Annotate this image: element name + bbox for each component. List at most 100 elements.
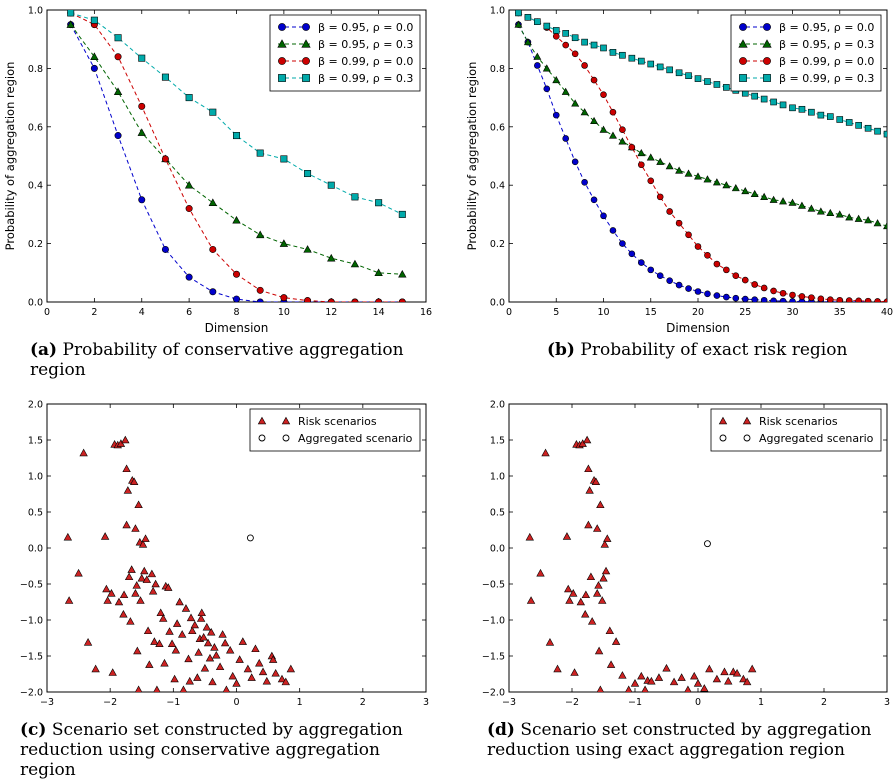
chart-b-series-3-point: [817, 111, 825, 119]
chart-c-series-0-point: [122, 464, 131, 473]
chart-b-series-2-point: [713, 260, 721, 268]
chart-d-series-0-point: [596, 500, 605, 509]
chart-c-series-0-point: [141, 534, 150, 542]
chart-c-series-0-point: [151, 579, 160, 588]
chart-b-series-0-point: [647, 266, 655, 274]
chart-b-series-1-point: [769, 195, 778, 203]
chart-d-series-0-point: [581, 609, 590, 618]
chart-b-series-1-point: [675, 166, 684, 174]
chart-b-series-1-point: [561, 87, 570, 95]
chart-c-series-0-point: [103, 596, 112, 604]
chart-c-series-0-point: [133, 646, 142, 655]
chart-b-series-0-point: [534, 62, 541, 69]
chart-a-ytick-label: 0.2: [28, 239, 43, 250]
chart-b-series-3-point: [590, 41, 598, 49]
chart-b-series-3-point: [571, 34, 579, 42]
chart-a-series-1-point: [137, 128, 146, 136]
chart-b-series-1-point: [741, 186, 750, 195]
chart-b-series-0-point: [723, 293, 730, 301]
chart-b-series-0-point: [571, 158, 579, 166]
chart-c-series-0-point: [225, 645, 235, 654]
chart-b-series-1-point: [637, 149, 646, 157]
chart-b-series-2-point: [571, 50, 579, 58]
chart-panel-a: 0 2 4 6 8 10 12 14 16 0.0 0.2 0.4 0.6 0.8 1.0 Dimension…: [0, 0, 447, 390]
chart-b-series-1-point: [571, 99, 580, 107]
chart-a-series-3-line: [70, 12, 403, 215]
chart-c-series-0-point: [268, 655, 278, 663]
chart-c-series-0-point: [164, 583, 173, 591]
chart-b-series-2-point: [808, 294, 815, 301]
chart-a-ytick-label: 1.0: [28, 6, 43, 17]
chart-a-series-3-point: [209, 108, 217, 116]
chart-c-series-0-point: [119, 609, 128, 618]
chart-b-series-1-point: [750, 189, 759, 198]
chart-a-series-1-point: [398, 269, 407, 278]
chart-b-series-2-point: [751, 281, 759, 288]
chart-b-series-1-point: [826, 208, 835, 216]
chart-b-series-2-point: [552, 32, 560, 40]
chart-a-series-3-point: [280, 155, 288, 163]
chart-a-series-3-point: [90, 16, 98, 24]
chart-c-series-0-point: [135, 685, 143, 692]
chart-b-series-1-point: [542, 64, 551, 72]
chart-b-xtick-label: 5: [553, 307, 559, 318]
chart-c-series-0-point: [167, 639, 177, 648]
chart-a-series-0-point: [233, 295, 240, 302]
chart-b-series-0-point: [543, 85, 551, 93]
chart-b-series-1-point: [533, 52, 542, 60]
chart-a-series-0-line: [70, 24, 403, 302]
chart-d-series-0-point: [625, 685, 633, 692]
chart-a-series-0-point: [256, 298, 264, 302]
chart-b-series-0-point: [638, 259, 645, 266]
chart-b-series-1-point: [684, 169, 693, 177]
chart-b-legend-marker-1: [738, 39, 748, 48]
chart-b-xtick-label: 35: [834, 307, 846, 318]
chart-d-legend-marker-0: [742, 416, 752, 425]
chart-d-legend: [710, 408, 882, 452]
chart-c-series-0-point: [83, 638, 93, 646]
chart-d-series-0-point: [526, 596, 536, 604]
chart-c-series-0-point: [171, 645, 181, 654]
chart-b-series-1-point: [656, 157, 665, 165]
chart-d-series-0-point: [553, 664, 562, 673]
caption-c-text: Scenario set constructed by aggregation …: [20, 720, 403, 780]
chart-d-ytick-label: 2.0: [490, 400, 505, 411]
chart-b-series-0-point: [562, 135, 569, 142]
chart-b-series-3-point: [836, 116, 844, 123]
chart-b-legend-label-0: β = 0.95, ρ = 0.0: [779, 21, 874, 34]
chart-b-xtick-label: 30: [786, 307, 798, 318]
chart-d-series-0-point: [677, 673, 686, 681]
chart-a-series-3-point: [375, 199, 383, 207]
chart-c-series-0-point: [247, 673, 256, 681]
chart-d-series-0-point: [594, 646, 604, 655]
chart-b-series-2-point: [609, 108, 617, 116]
chart-c-series-0-point: [255, 658, 264, 667]
chart-a-series-1-point: [255, 230, 265, 239]
chart-d-xtick-label: 1: [758, 697, 764, 708]
chart-a-series-2-point: [375, 298, 383, 302]
chart-a-series-2-point: [209, 245, 217, 253]
chart-d-series-0-point: [525, 532, 534, 541]
chart-a-xtick-label: 6: [186, 307, 192, 318]
chart-b-series-2-point: [666, 208, 673, 215]
chart-b-series-3-point: [808, 108, 815, 116]
chart-d-xtick-label: −3: [502, 697, 516, 708]
chart-b-series-2-point: [779, 289, 787, 297]
chart-c-series-0-point: [159, 614, 168, 622]
chart-d-legend-marker-0: [718, 416, 728, 425]
chart-b-series-2-point: [789, 291, 796, 299]
chart-b-series-3-point: [685, 72, 692, 79]
chart-b-series-1-point: [845, 213, 854, 221]
chart-b-series-3-point: [666, 66, 673, 74]
chart-b-ytick-label: 1.0: [490, 6, 505, 17]
chart-d-xtick-label: −2: [565, 697, 579, 708]
caption-d-text: Scenario set constructed by aggregation …: [487, 720, 872, 760]
chart-b-series-0-point: [628, 250, 636, 258]
chart-c-series-0-point: [186, 613, 196, 622]
chart-b-series-1-point: [703, 175, 712, 183]
chart-b-series-0-point: [600, 212, 607, 220]
chart-b-series-2-point: [600, 91, 607, 98]
chart-c-ytick-label: −1.5: [20, 652, 43, 663]
chart-b-series-3-point: [845, 119, 853, 126]
chart-d-series-0-point: [669, 677, 679, 686]
